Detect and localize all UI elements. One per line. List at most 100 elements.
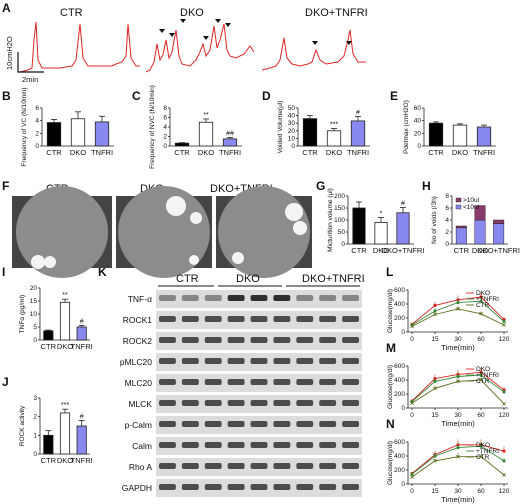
protein-band — [342, 358, 359, 364]
y-tick-label: 20 — [30, 285, 38, 292]
bar-segment — [455, 227, 467, 245]
protein-band — [296, 463, 314, 469]
data-point — [502, 459, 506, 463]
bar — [198, 121, 214, 147]
y-tick-label: 0 — [291, 143, 295, 150]
protein-band — [319, 337, 337, 343]
y-axis-label: Glucose(mg/dl) — [387, 365, 394, 409]
y-tick-label: 0 — [163, 143, 167, 150]
y-tick-label: 50 — [288, 105, 296, 112]
protein-band — [296, 400, 314, 406]
protein-band — [181, 295, 199, 301]
protein-band — [296, 379, 314, 385]
protein-band — [181, 463, 199, 469]
series-line — [411, 379, 505, 405]
data-point — [479, 378, 483, 382]
protein-band — [342, 295, 359, 301]
y-axis-label: TNFα (pg/ml) — [19, 295, 26, 333]
bar — [174, 142, 190, 147]
data-point — [479, 454, 483, 459]
x-tick-label: 30 — [454, 412, 462, 419]
x-tick-label: CTR — [41, 342, 57, 351]
scale-bar-x-label: 2min — [22, 75, 38, 84]
protein-band — [250, 379, 268, 385]
panel-label-j: J — [2, 375, 9, 389]
data-point — [433, 303, 437, 307]
x-tick-label: DKO+TNFRI — [382, 246, 425, 255]
protein-band — [204, 337, 222, 343]
x-axis-label: Time(min) — [441, 343, 475, 352]
panel-f: CTR DKO DKO+TNFRI — [12, 183, 312, 278]
data-point — [502, 449, 506, 453]
nvc-arrow-icon — [159, 29, 165, 33]
nvc-arrow-icon — [169, 33, 175, 37]
x-tick-label: TNFRI — [91, 148, 113, 157]
y-tick-label: 0 — [401, 329, 405, 336]
protein-band — [204, 421, 222, 427]
y-tick-label: 40 — [414, 118, 422, 125]
y-tick-label: 0 — [35, 143, 39, 150]
protein-band — [227, 337, 245, 343]
protein-band — [159, 358, 176, 364]
trace-title-dko-tnfri: DKO+TNFRI — [305, 7, 368, 19]
x-tick-label: TNFRI — [71, 456, 93, 465]
protein-band — [250, 463, 268, 469]
protein-band — [181, 316, 199, 322]
y-tick-label: 6 — [163, 115, 167, 122]
protein-band — [319, 421, 337, 427]
x-tick-label: TNFRI — [71, 342, 93, 351]
protein-band — [227, 295, 245, 301]
data-point — [479, 444, 483, 448]
data-point — [502, 473, 506, 477]
blot-group-dko-tnfri: DKO+TNFRI — [302, 273, 365, 285]
x-tick-label: DKO — [452, 148, 468, 157]
y-tick-label: 2 — [35, 130, 39, 137]
bar — [43, 434, 54, 455]
x-tick-label: 60 — [477, 488, 485, 495]
y-tick-label: 30 — [288, 120, 296, 127]
nvc-arrowheads — [159, 19, 352, 45]
x-tick-label: 120 — [499, 412, 510, 419]
bar — [76, 425, 87, 455]
bar — [302, 118, 318, 147]
y-tick-label: 6 — [445, 205, 449, 212]
filter-disc — [16, 186, 108, 278]
protein-band — [159, 379, 176, 385]
protein-band — [159, 421, 176, 427]
protein-band — [296, 442, 314, 448]
y-axis-label: ROCK activity — [19, 405, 26, 446]
x-tick-label: 120 — [499, 488, 510, 495]
urine-spots — [31, 196, 307, 269]
protein-band — [319, 379, 337, 385]
x-tick-label: TNFRI — [473, 148, 495, 157]
y-tick-label: 0 — [401, 481, 405, 488]
y-tick-label: 100 — [334, 217, 345, 224]
panel-label-a: A — [2, 1, 11, 15]
x-tick-label: 15 — [431, 412, 439, 419]
series-line — [411, 456, 505, 478]
y-axis-label: Frequency of NVC (N/10min) — [149, 85, 156, 169]
protein-band — [227, 379, 245, 385]
panel-a: CTR DKO DKO+TNFRI 10cmH2O 2min — [5, 7, 368, 84]
y-tick-label: 150 — [334, 205, 345, 212]
protein-band — [227, 421, 245, 427]
y-tick-label: 200 — [334, 193, 345, 200]
protein-band — [159, 463, 176, 469]
y-tick-label: 10 — [30, 311, 38, 318]
nvc-arrow-icon — [225, 23, 231, 27]
blot-band-label: ROCK2 — [123, 336, 153, 346]
legend: >10ul<10ul — [455, 197, 480, 211]
trace-title-ctr: CTR — [60, 7, 83, 19]
blot-strips: TNF-α ROCK1 ROCK2 pMLC20 MLC20 MLCK p-Calm Calm… — [120, 290, 362, 497]
bar-segment — [493, 223, 505, 245]
protein-band — [227, 400, 245, 406]
bar — [374, 221, 388, 245]
x-tick-label: 0 — [410, 412, 414, 419]
y-tick-label: 200 — [394, 467, 405, 474]
bar-segment — [474, 219, 486, 245]
bar — [43, 330, 54, 341]
protein-band — [273, 421, 291, 427]
x-tick-label: 60 — [477, 412, 485, 419]
